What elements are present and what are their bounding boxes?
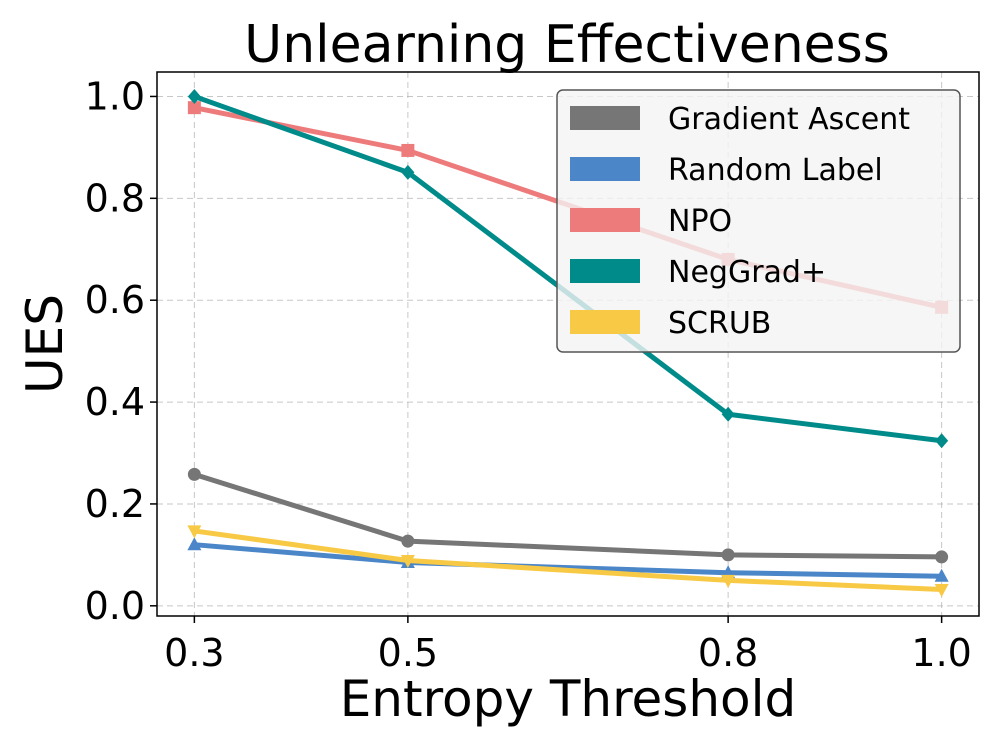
legend-swatch-random-label (570, 157, 640, 181)
chart-title: Unlearning Effectiveness (244, 15, 890, 75)
point-random-label (187, 537, 202, 551)
series-scrub (187, 525, 949, 598)
point-gradient-ascent (401, 534, 415, 548)
legend-label-random-label: Random Label (668, 153, 883, 188)
point-gradient-ascent (187, 467, 201, 481)
x-axis-label: Entropy Threshold (340, 670, 797, 728)
y-tick-label: 0.6 (85, 278, 145, 322)
legend-swatch-scrub (570, 310, 640, 334)
legend-label-gradient-ascent: Gradient Ascent (668, 102, 910, 137)
legend-box (556, 89, 961, 353)
point-scrub (934, 584, 949, 598)
x-tick-label: 0.8 (698, 631, 758, 675)
y-tick-label: 0.8 (85, 176, 145, 220)
legend-label-neggrad: NegGrad+ (668, 255, 826, 290)
legend: Gradient Ascent Random Label NPO NegGrad+ SC… (556, 89, 961, 353)
point-neggrad (935, 433, 949, 449)
legend-swatch-gradient-ascent (570, 106, 640, 130)
legend-swatch-npo (570, 208, 640, 232)
point-npo (187, 101, 201, 115)
series-line-gradient-ascent (191, 471, 945, 560)
y-tick-label: 0.2 (85, 482, 145, 526)
point-neggrad (721, 406, 735, 422)
series-line-random-label (191, 542, 945, 579)
axis-ticks: 0.3 0.5 0.8 1.0 0.0 0.2 0.4 0.6 0.8 1.0 (85, 74, 972, 675)
point-gradient-ascent (935, 550, 949, 564)
legend-label-npo: NPO (668, 204, 732, 239)
x-tick-label: 0.5 (378, 631, 438, 675)
point-random-label (934, 568, 949, 582)
point-neggrad (401, 164, 415, 180)
series-line-scrub (191, 528, 945, 593)
point-neggrad (187, 88, 201, 104)
y-tick-label: 0.0 (85, 584, 145, 628)
point-scrub (187, 525, 202, 539)
x-tick-label: 1.0 (911, 631, 971, 675)
series-gradient-ascent (187, 467, 949, 564)
point-scrub (721, 574, 736, 588)
y-tick-label: 0.4 (85, 380, 145, 424)
plot-frame (156, 71, 980, 617)
point-scrub (400, 554, 415, 568)
y-tick-label: 1.0 (85, 74, 145, 118)
point-gradient-ascent (721, 548, 735, 562)
legend-label-scrub: SCRUB (668, 306, 771, 341)
y-axis-label: UES (16, 294, 74, 394)
point-npo (401, 143, 415, 157)
legend-swatch-neggrad (570, 259, 640, 283)
x-tick-label: 0.3 (164, 631, 224, 675)
